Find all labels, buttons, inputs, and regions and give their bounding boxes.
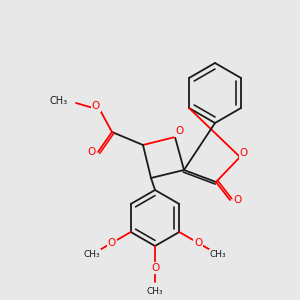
Text: O: O — [108, 238, 116, 248]
Text: O: O — [194, 238, 202, 248]
Text: CH₃: CH₃ — [50, 96, 68, 106]
Text: CH₃: CH₃ — [210, 250, 226, 259]
Text: O: O — [234, 195, 242, 205]
Text: O: O — [175, 126, 183, 136]
Text: O: O — [87, 147, 95, 157]
Text: CH₃: CH₃ — [147, 286, 163, 296]
Text: O: O — [151, 263, 159, 273]
Text: O: O — [92, 101, 100, 111]
Text: O: O — [240, 148, 248, 158]
Text: CH₃: CH₃ — [83, 250, 100, 259]
